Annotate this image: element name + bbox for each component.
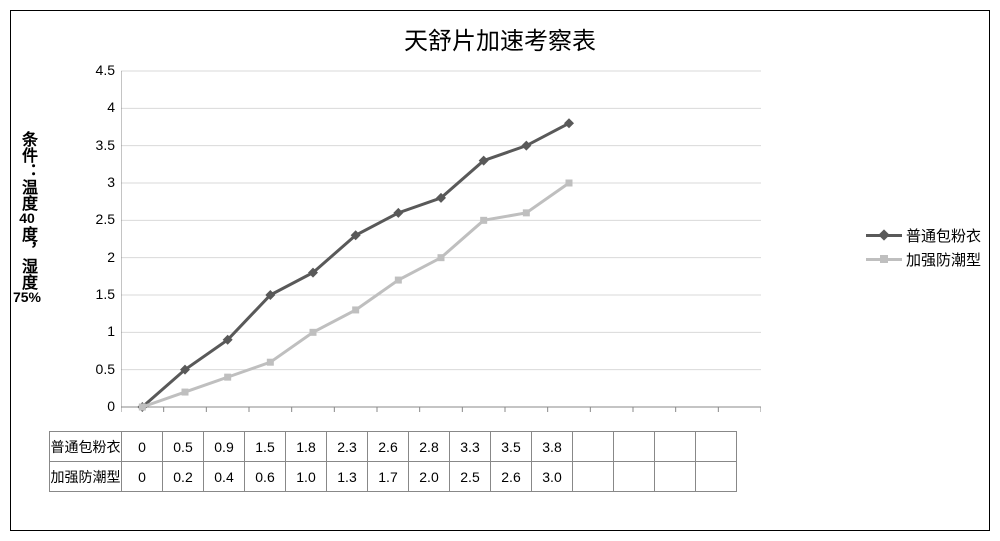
y-axis-label: 条件：温度40度，湿度75% (21, 131, 41, 304)
table-cell: 0.5 (163, 432, 204, 462)
table-cell (655, 432, 696, 462)
y-tick-label: 1.5 (87, 286, 115, 302)
row-header: 普通包粉衣 (50, 432, 122, 462)
chart-container: 天舒片加速考察表 条件：温度40度，湿度75% 00.511.522.533.5… (10, 10, 990, 531)
table-cell: 1.7 (368, 462, 409, 492)
table-cell: 3.0 (532, 462, 573, 492)
table-cell (573, 432, 614, 462)
table-cell: 0.4 (204, 462, 245, 492)
table-cell: 2.3 (327, 432, 368, 462)
y-tick-label: 2 (87, 249, 115, 265)
plot-area (121, 67, 761, 417)
data-table: 普通包粉衣00.50.91.51.82.32.62.83.33.53.8加强防潮… (49, 431, 737, 492)
table-cell (573, 462, 614, 492)
table-cell: 0 (122, 462, 163, 492)
legend-label: 加强防潮型 (906, 249, 981, 270)
table-cell (696, 432, 737, 462)
table-cell: 2.0 (409, 462, 450, 492)
y-tick-label: 1 (87, 323, 115, 339)
table-row: 加强防潮型00.20.40.61.01.31.72.02.52.63.0 (50, 462, 737, 492)
table-cell: 0.6 (245, 462, 286, 492)
table-cell: 1.3 (327, 462, 368, 492)
table-cell: 0.2 (163, 462, 204, 492)
table-cell (655, 462, 696, 492)
table-cell: 2.5 (450, 462, 491, 492)
y-tick-label: 2.5 (87, 211, 115, 227)
y-tick-label: 0 (87, 398, 115, 414)
row-header: 加强防潮型 (50, 462, 122, 492)
table-cell: 2.6 (491, 462, 532, 492)
table-cell: 0.9 (204, 432, 245, 462)
chart-title: 天舒片加速考察表 (11, 11, 989, 62)
legend-swatch (866, 251, 902, 267)
table-cell: 3.5 (491, 432, 532, 462)
table-cell: 1.5 (245, 432, 286, 462)
table-cell: 1.8 (286, 432, 327, 462)
legend-item: 普通包粉衣 (866, 225, 981, 245)
table-cell: 2.6 (368, 432, 409, 462)
y-tick-label: 0.5 (87, 361, 115, 377)
line-chart-svg (121, 67, 761, 417)
table-cell: 0 (122, 432, 163, 462)
table-cell: 2.8 (409, 432, 450, 462)
table-row: 普通包粉衣00.50.91.51.82.32.62.83.33.53.8 (50, 432, 737, 462)
y-tick-label: 4 (87, 99, 115, 115)
y-tick-label: 3 (87, 174, 115, 190)
table-cell (614, 432, 655, 462)
table-cell (696, 462, 737, 492)
legend: 普通包粉衣加强防潮型 (866, 221, 981, 273)
table-cell: 3.8 (532, 432, 573, 462)
legend-swatch (866, 227, 902, 243)
legend-item: 加强防潮型 (866, 249, 981, 269)
y-tick-label: 3.5 (87, 137, 115, 153)
y-tick-label: 4.5 (87, 62, 115, 78)
legend-label: 普通包粉衣 (906, 225, 981, 246)
table-cell: 1.0 (286, 462, 327, 492)
table-cell (614, 462, 655, 492)
table-cell: 3.3 (450, 432, 491, 462)
